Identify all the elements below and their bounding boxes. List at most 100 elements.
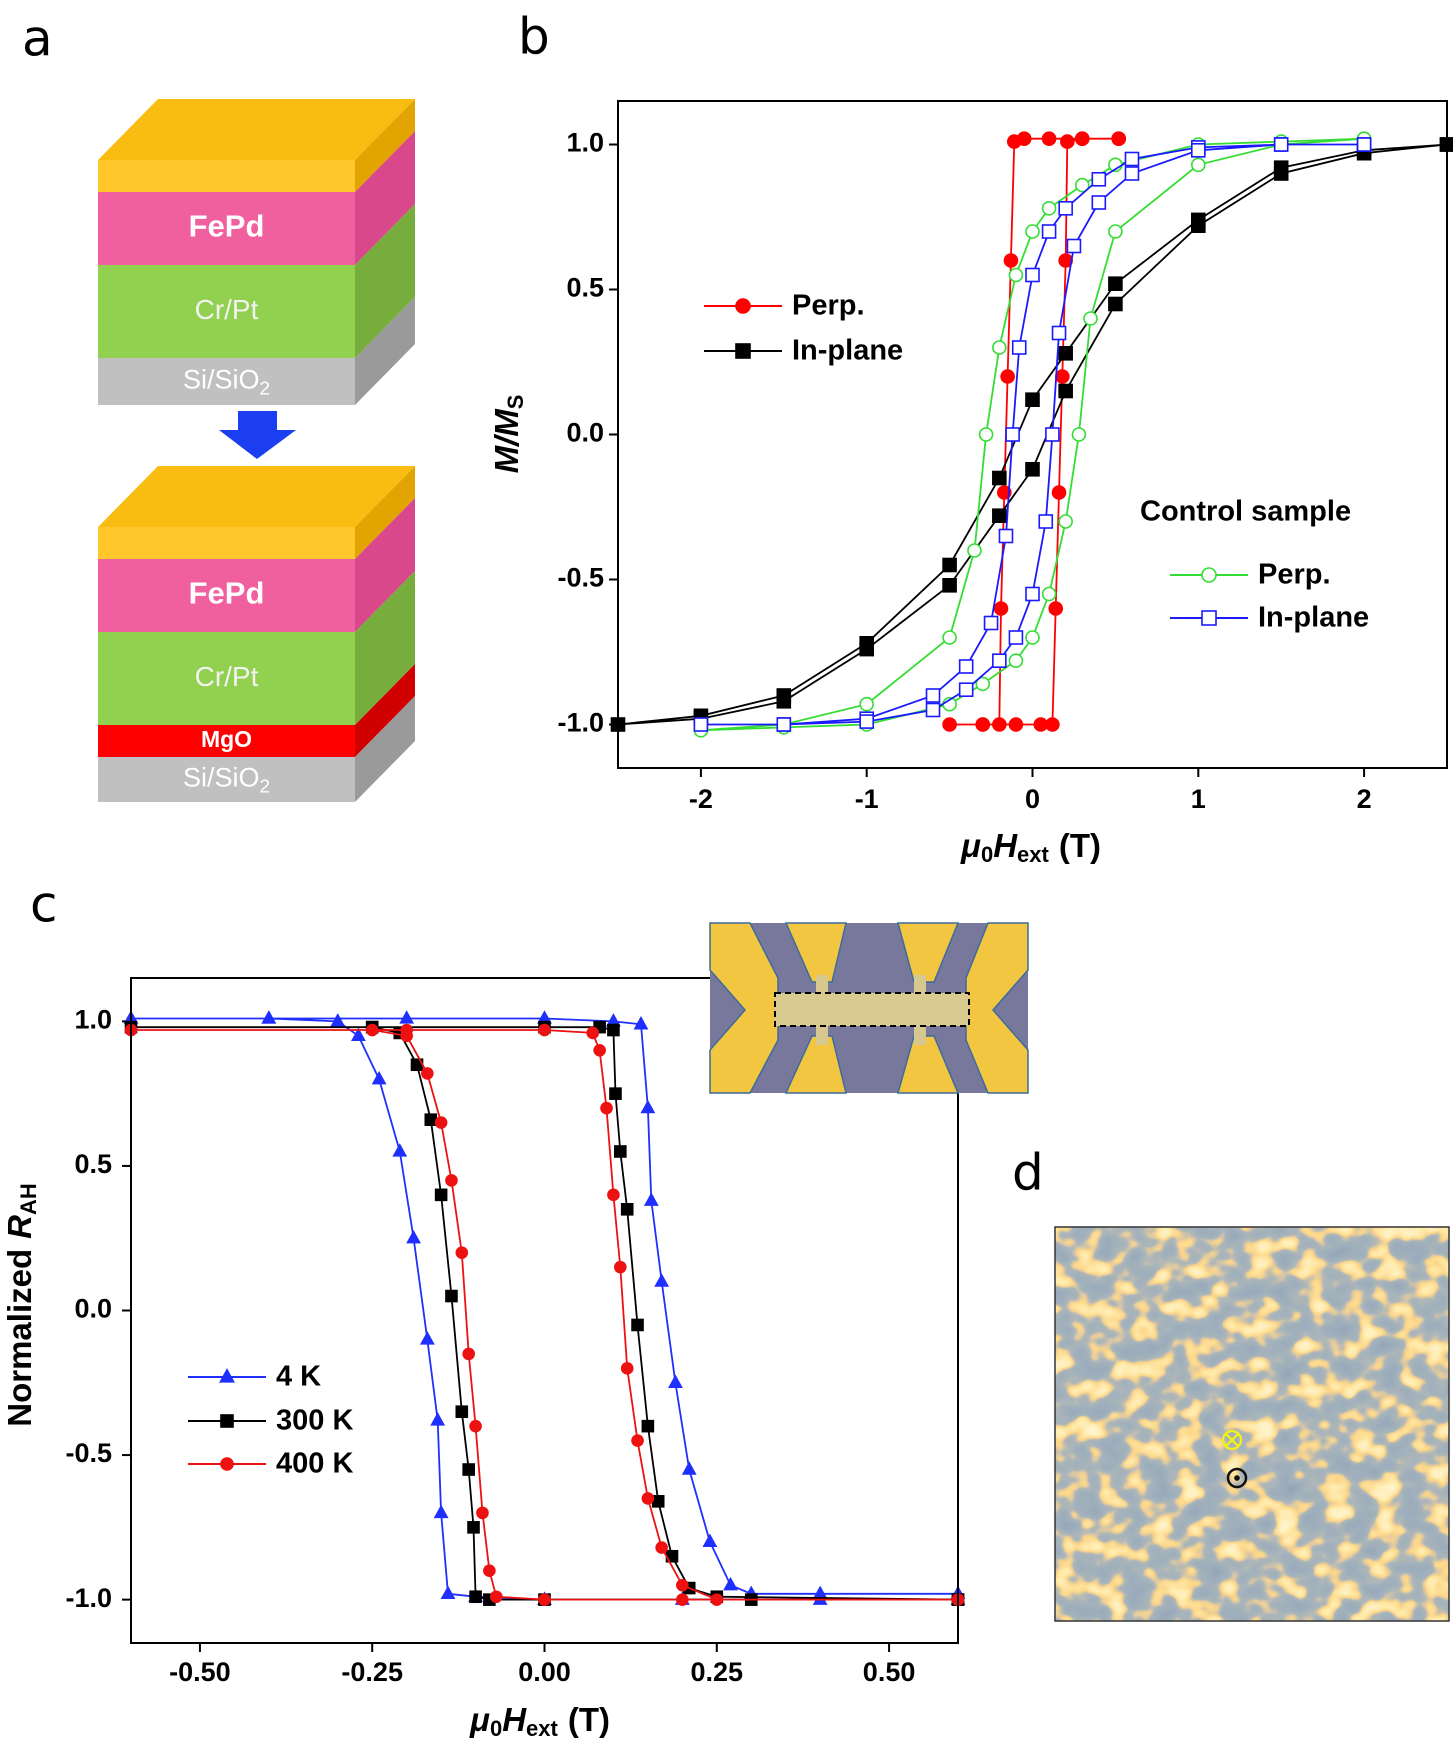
arrow-head — [219, 430, 296, 459]
y-axis-label: Normalized RAH — [1, 1183, 41, 1427]
layer-front — [98, 265, 355, 358]
layer-side — [355, 571, 415, 725]
marker — [983, 615, 999, 631]
marker — [1083, 311, 1098, 326]
layer-label: Cr/Pt — [195, 661, 259, 692]
marker — [462, 1463, 475, 1476]
legend-label: Perp. — [1258, 559, 1331, 591]
marker — [1025, 392, 1040, 408]
marker — [607, 1188, 620, 1202]
layer-side — [355, 204, 415, 358]
stack-top-face — [98, 466, 415, 527]
marker — [1008, 717, 1024, 732]
marker — [702, 1533, 718, 1548]
contact-pad — [784, 1035, 847, 1094]
marker — [434, 1116, 448, 1129]
marker — [593, 1043, 606, 1057]
y-tick-label: 0.0 — [74, 1294, 112, 1324]
x-label-part: 0 — [490, 1716, 502, 1741]
marker — [631, 1318, 644, 1332]
marker — [1041, 131, 1057, 146]
layer-front — [98, 160, 355, 192]
series-line — [131, 1029, 958, 1601]
layer-side — [355, 99, 415, 192]
marker — [1006, 134, 1022, 149]
layer-label: FePd — [189, 209, 265, 244]
domain-image — [1054, 1226, 1450, 1622]
marker — [958, 682, 974, 698]
marker — [1048, 601, 1064, 616]
layer-front — [98, 757, 355, 802]
marker — [614, 1260, 627, 1274]
marker — [1091, 195, 1107, 210]
y-label-part: R — [1, 1215, 38, 1239]
hall-bar — [774, 992, 970, 1027]
marker — [1005, 427, 1020, 442]
x-tick-label: 0.00 — [518, 1657, 571, 1687]
marker — [992, 653, 1007, 669]
y-tick-label: -0.5 — [557, 563, 604, 593]
marker — [1058, 345, 1073, 361]
marker — [1051, 485, 1067, 500]
marker — [681, 1461, 697, 1475]
marker — [735, 343, 751, 359]
marker — [942, 577, 957, 593]
marker — [1058, 201, 1073, 216]
layer-front — [98, 192, 355, 265]
x-label-part: H — [993, 827, 1018, 864]
panel-label: d — [1012, 1144, 1044, 1202]
y-label-part: S — [503, 395, 528, 410]
layer-side — [355, 297, 415, 405]
marker — [643, 1192, 659, 1206]
contact-pad — [897, 1035, 960, 1094]
plot-frame — [617, 100, 1448, 769]
marker — [469, 1590, 482, 1604]
x-tick-label: -1 — [855, 784, 879, 814]
into-symbol — [1225, 1433, 1239, 1447]
marker — [1124, 166, 1140, 181]
layer-label-part: 2 — [260, 379, 271, 400]
series-line — [700, 143, 1365, 726]
x-axis-label: μ0Hext (T) — [469, 1701, 610, 1741]
marker — [812, 1585, 828, 1600]
marker — [433, 1504, 449, 1519]
marker — [1201, 610, 1217, 626]
marker — [992, 340, 1007, 355]
contact-pad — [965, 922, 1029, 1094]
marker — [1041, 586, 1057, 602]
y-label-part: M/M — [488, 408, 525, 474]
marker — [406, 1229, 421, 1244]
marker — [586, 1026, 600, 1040]
layer-front — [98, 358, 355, 405]
mfm-image — [1055, 1227, 1449, 1621]
inset-micrograph — [709, 922, 1029, 1094]
marker — [776, 717, 792, 732]
x-tick-label: 0.50 — [863, 1657, 916, 1687]
plot-data — [123, 1010, 966, 1606]
layer-label: Si/SiO2 — [183, 365, 270, 400]
layer-side — [355, 664, 415, 757]
marker — [735, 298, 751, 314]
y-axis-label: M/MS — [488, 395, 528, 474]
legend-label: 400 K — [276, 1448, 353, 1480]
legend-label: In-plane — [792, 335, 903, 367]
marker — [538, 1023, 551, 1037]
marker — [1008, 653, 1024, 669]
marker — [998, 528, 1014, 544]
marker — [1124, 151, 1140, 167]
marker — [859, 641, 875, 657]
layer-label: Si/SiO2 — [183, 763, 270, 798]
layer-label-part: Si/SiO — [183, 763, 260, 793]
marker — [434, 1188, 448, 1202]
marker — [942, 717, 957, 732]
legend-label: Perp. — [792, 290, 865, 322]
marker — [440, 1585, 456, 1600]
marker — [1273, 166, 1289, 181]
panel-label: c — [30, 876, 58, 934]
contact-pad — [709, 922, 779, 1094]
marker — [430, 1412, 446, 1426]
marker — [1025, 224, 1040, 239]
layer-front — [98, 725, 355, 757]
